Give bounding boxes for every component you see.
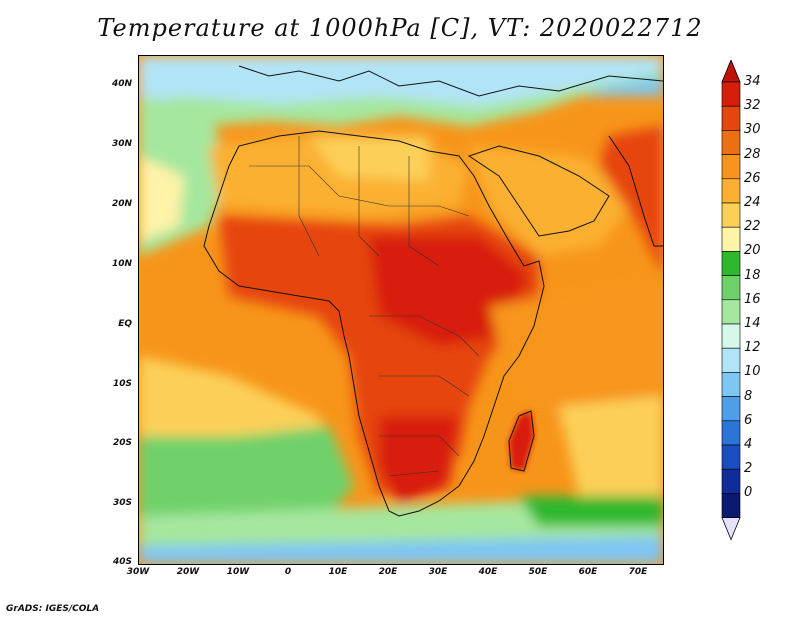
africa-coastline: [203, 130, 545, 517]
atlantic-pale: [139, 156, 184, 241]
arabia-orange: [469, 146, 639, 256]
india-hot: [599, 126, 663, 276]
colorbar-segment: [721, 154, 741, 180]
lon-tick: 10W: [226, 567, 250, 577]
lat-tick: 10N: [111, 259, 132, 269]
lon-tick: 30E: [428, 567, 448, 577]
colorbar-label: 14: [744, 316, 761, 331]
lat-tick: 30S: [112, 498, 132, 508]
lon-tick: 50E: [528, 567, 548, 577]
colorbar-segment: [721, 372, 741, 397]
colorbar-label: 4: [744, 437, 753, 452]
temperature-map: [138, 55, 664, 565]
colorbar-label: 6: [744, 412, 753, 428]
lat-tick: 30N: [111, 139, 132, 149]
colorbar-label: 2: [744, 461, 753, 477]
colorbar-segment: [721, 420, 741, 446]
colorbar-segment: [721, 444, 741, 470]
lon-tick: 20E: [378, 567, 398, 577]
lon-tick: 60E: [578, 567, 598, 577]
colorbar-segment: [721, 396, 741, 422]
lon-tick: 0: [284, 567, 292, 577]
southern-ocean-blue: [139, 536, 663, 564]
colorbar-segment: [721, 493, 741, 518]
country-borders: [249, 136, 480, 477]
colorbar-segment: [721, 299, 741, 325]
east-africa-hottest: [369, 236, 529, 346]
colorbar-segment: [721, 468, 741, 494]
colorbar-segment: [721, 251, 741, 276]
lat-tick: 40S: [112, 557, 132, 567]
colorbar-segment: [721, 347, 741, 373]
colorbar-label: 26: [744, 170, 761, 186]
colorbar-label: 0: [744, 485, 753, 501]
colorbar-over-triangle: [721, 60, 741, 83]
border-line: [388, 470, 440, 477]
footer-credit: GrADS: IGES/COLA: [6, 604, 100, 614]
south-atlantic-green: [139, 426, 354, 536]
colorbar-segment: [721, 323, 741, 349]
border-line: [408, 156, 440, 267]
indian-ocean-warm: [489, 276, 663, 426]
colorbar-segment: [721, 202, 741, 228]
colorbar-label: 28: [744, 146, 761, 162]
colorbar-label: 8: [744, 388, 753, 404]
colorbar-segment: [721, 130, 741, 155]
colorbar-segment: [721, 178, 741, 204]
indian-ocean-yellow: [559, 396, 663, 496]
lat-tick: 40N: [111, 79, 132, 89]
border-line: [379, 375, 470, 397]
colorbar-label: 30: [744, 122, 761, 138]
border-line: [379, 435, 460, 457]
colorbar-label: 18: [744, 267, 761, 283]
lon-tick: 20W: [176, 567, 200, 577]
lon-tick: 40E: [478, 567, 498, 577]
colorbar: [721, 60, 741, 541]
southern-africa-hot: [379, 416, 459, 506]
southern-indian-green: [519, 496, 663, 526]
border-line: [358, 146, 380, 257]
europe-coastline: [238, 65, 663, 97]
sahara-yellow: [309, 136, 429, 181]
border-line: [369, 315, 480, 357]
lon-tick: 70E: [628, 567, 648, 577]
colorbar-segment: [721, 81, 741, 107]
lat-tick: EQ: [118, 319, 132, 329]
arabia-coastline: [467, 145, 610, 237]
border-line: [298, 136, 320, 257]
madagascar-coastline: [508, 410, 535, 472]
colorbar-label: 12: [744, 340, 761, 356]
colorbar-label: 32: [744, 98, 761, 114]
india-coastline: [608, 135, 663, 247]
lon-tick: 10E: [328, 567, 348, 577]
colorbar-segment: [721, 275, 741, 301]
colorbar-label: 22: [744, 219, 761, 235]
colorbar-label: 16: [744, 291, 761, 307]
colorbar-label: 20: [744, 243, 761, 259]
colorbar-label: 24: [744, 195, 761, 210]
colorbar-label: 34: [744, 74, 761, 89]
lat-tick: 20N: [111, 199, 132, 209]
colorbar-segment: [721, 226, 741, 252]
lon-tick: 30W: [126, 567, 150, 577]
coastlines: [203, 65, 663, 517]
map-title: Temperature at 1000hPa [C], VT: 20200227…: [97, 14, 703, 42]
lat-tick: 10S: [112, 379, 132, 389]
colorbar-under-triangle: [721, 517, 741, 541]
colorbar-segment: [721, 105, 741, 131]
colorbar-label: 10: [744, 364, 761, 380]
lat-tick: 20S: [112, 438, 132, 448]
mediterranean-cool: [139, 56, 663, 111]
map-canvas: [139, 56, 663, 564]
